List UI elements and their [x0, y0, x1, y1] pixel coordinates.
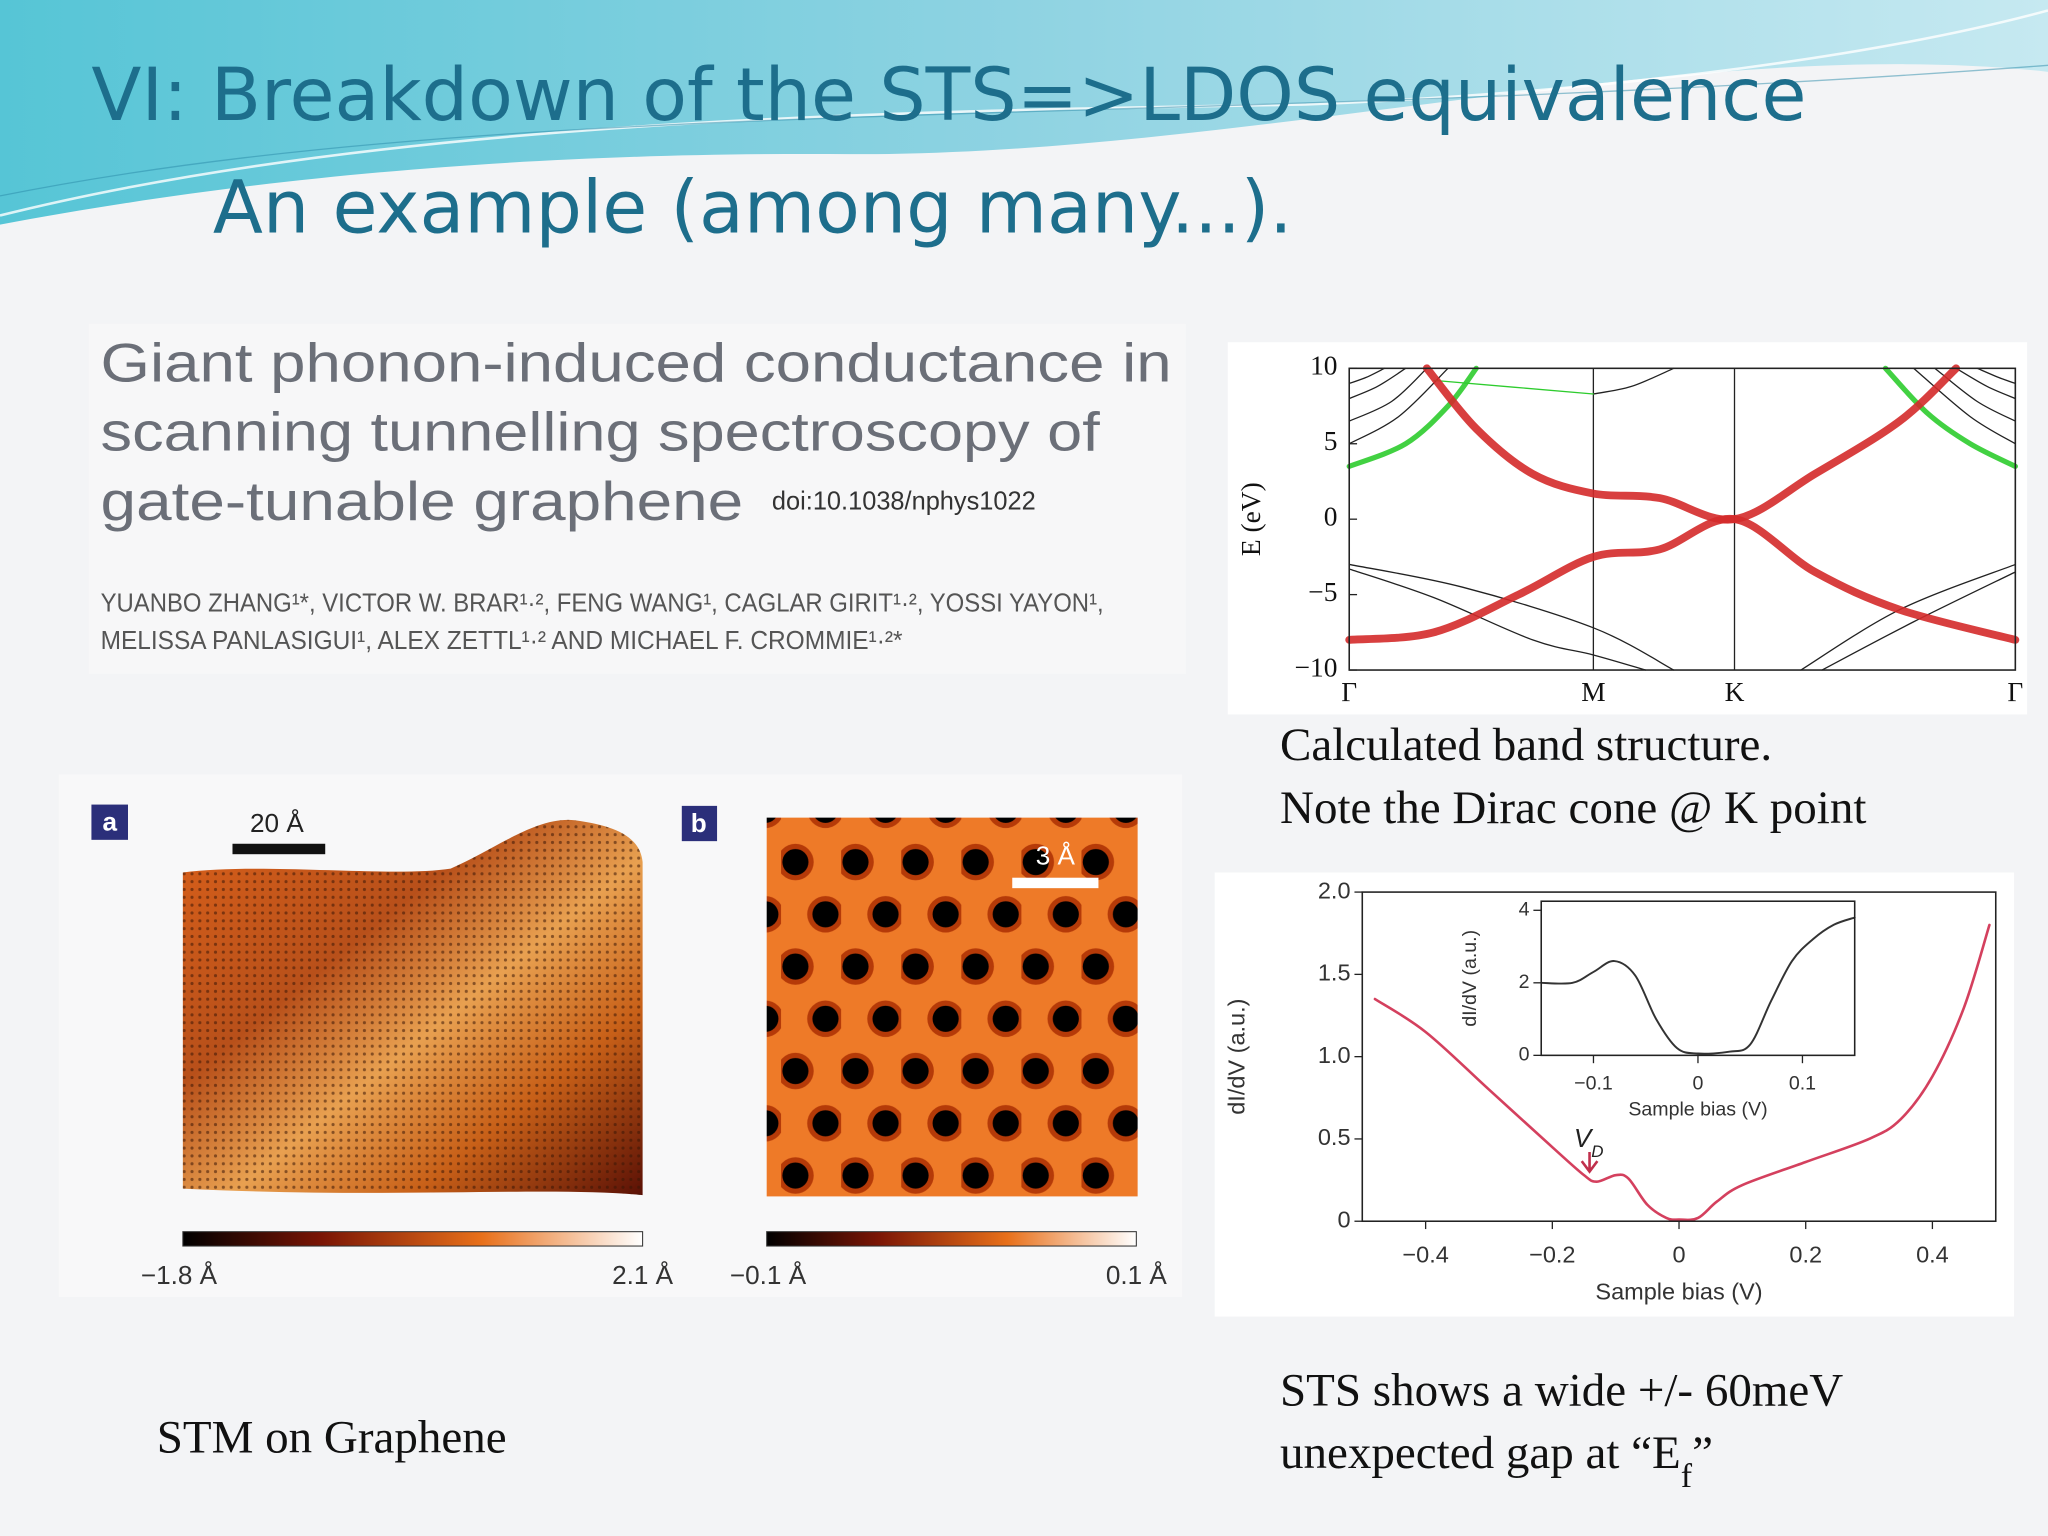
series-line — [1955, 367, 2016, 400]
y-tick-label: 10 — [1310, 351, 1337, 381]
paper-title: gate-tunable graphene — [101, 470, 744, 532]
y-tick-label: 1.5 — [1318, 960, 1351, 986]
caption: STM on Graphene — [157, 1411, 507, 1463]
x-tick-label: 0 — [1693, 1072, 1704, 1094]
colorbar — [182, 1231, 644, 1247]
x-tick-label: Γ — [1341, 677, 1357, 707]
scale-bar-label: 20 Å — [250, 808, 304, 838]
x-tick-label: K — [1725, 677, 1745, 707]
caption-part: unexpected gap at “E — [1280, 1427, 1681, 1479]
paper-box — [88, 323, 1186, 674]
y-tick-label: 0 — [1519, 1044, 1530, 1066]
series-line — [1821, 571, 2016, 671]
plot-frame — [1540, 900, 1856, 1057]
series-line — [1348, 367, 1428, 422]
series-line — [1348, 367, 1386, 385]
series-line — [1348, 563, 1675, 671]
y-tick-label: 0 — [1324, 501, 1338, 531]
y-tick-label: 2 — [1519, 971, 1530, 993]
series-line — [1348, 568, 1647, 671]
annotation: VD — [1574, 1123, 1604, 1161]
y-tick-label: −5 — [1308, 577, 1337, 607]
y-tick-label: 4 — [1519, 898, 1530, 920]
x-tick-label: 0.1 — [1789, 1072, 1816, 1094]
band-figure — [1227, 342, 2028, 715]
panel-letter-box — [91, 804, 128, 840]
caption-sub: f — [1681, 1458, 1693, 1495]
caption: Note the Dirac cone @ K point — [1280, 782, 1866, 834]
annotation-text: V — [1574, 1123, 1594, 1153]
plot-frame — [1361, 891, 1997, 1223]
sts-figure — [1214, 872, 2015, 1317]
paper-doi: doi:10.1038/nphys1022 — [772, 485, 1036, 515]
scale-bar — [1012, 877, 1099, 889]
scale-bar — [232, 843, 326, 855]
header-swoosh — [0, 64, 2048, 197]
colorbar-min: −0.1 Å — [730, 1260, 807, 1290]
caption: unexpected gap at “Ef” — [1280, 1427, 1713, 1495]
y-tick-label: 0 — [1337, 1206, 1350, 1232]
stm-image-a-texture — [182, 819, 643, 1196]
annotation-sub: D — [1591, 1141, 1603, 1160]
slide-subtitle: An example (among many...). — [213, 165, 1293, 250]
x-tick-label: 0.4 — [1916, 1242, 1949, 1268]
series-line — [1348, 367, 1407, 400]
series-line — [1976, 367, 2016, 385]
series-line — [1346, 365, 1479, 469]
panel-letter: b — [691, 808, 707, 838]
paper-title: scanning tunnelling spectroscopy of — [101, 401, 1101, 463]
colorbar-min: −1.8 Å — [141, 1260, 218, 1290]
series-line — [1422, 364, 1960, 524]
caption: Calculated band structure. — [1280, 719, 1772, 771]
x-tick-label: −0.2 — [1529, 1242, 1575, 1268]
series-line — [1433, 379, 1595, 395]
series-line — [1540, 916, 1856, 1055]
y-tick-label: 5 — [1324, 426, 1338, 456]
series-line — [1345, 515, 2020, 644]
stm-image-b — [766, 817, 1138, 1197]
x-tick-label: −0.4 — [1402, 1242, 1448, 1268]
caption-part: ” — [1692, 1427, 1713, 1479]
series-line — [1373, 923, 1991, 1222]
y-tick-label: 0.5 — [1318, 1124, 1351, 1150]
paper-title: Giant phonon-induced conductance in — [101, 331, 1172, 393]
paper-authors: YUANBO ZHANG¹*, VICTOR W. BRAR¹·², FENG … — [101, 587, 1104, 617]
paper-authors: MELISSA PANLASIGUI¹, ALEX ZETTL¹·² AND M… — [101, 625, 903, 655]
charts: −10 −5 0 5 10 Γ M K Γ E (eV) 0 0.5 1.0 1.5 2.0 −0.4 −0.2… — [1223, 351, 2023, 1305]
colorbar-max: 2.1 Å — [612, 1260, 674, 1290]
y-tick-label: 1.0 — [1318, 1042, 1351, 1068]
plot-frame — [1348, 367, 2017, 671]
slide-title: VI: Breakdown of the STS=>LDOS equivalen… — [91, 53, 1806, 138]
y-axis-label: dI/dV (a.u.) — [1223, 999, 1249, 1115]
colorbar-max: 0.1 Å — [1106, 1260, 1168, 1290]
panel-letter: a — [102, 807, 117, 837]
panel-letter-box — [681, 805, 718, 842]
x-tick-label: −0.1 — [1574, 1072, 1613, 1094]
y-axis-label: E (eV) — [1236, 482, 1266, 556]
series-line — [1592, 367, 1675, 395]
x-tick-label: M — [1581, 677, 1605, 707]
x-axis-label: Sample bias (V) — [1595, 1278, 1762, 1304]
caption: STS shows a wide +/- 60meV — [1280, 1364, 1843, 1416]
series-line — [1882, 365, 2018, 469]
series-line — [1913, 367, 2016, 445]
colorbar — [766, 1231, 1137, 1247]
x-tick-label: 0.2 — [1789, 1242, 1822, 1268]
y-axis-label: dI/dV (a.u.) — [1459, 930, 1481, 1027]
x-tick-label: Γ — [2007, 677, 2023, 707]
x-tick-label: 0 — [1672, 1242, 1685, 1268]
scale-bar-label: 3 Å — [1036, 841, 1076, 871]
y-tick-label: −10 — [1295, 652, 1338, 682]
y-tick-label: 2.0 — [1318, 877, 1351, 903]
annotation-arrow — [1580, 1152, 1599, 1174]
x-axis-label: Sample bias (V) — [1628, 1098, 1767, 1120]
